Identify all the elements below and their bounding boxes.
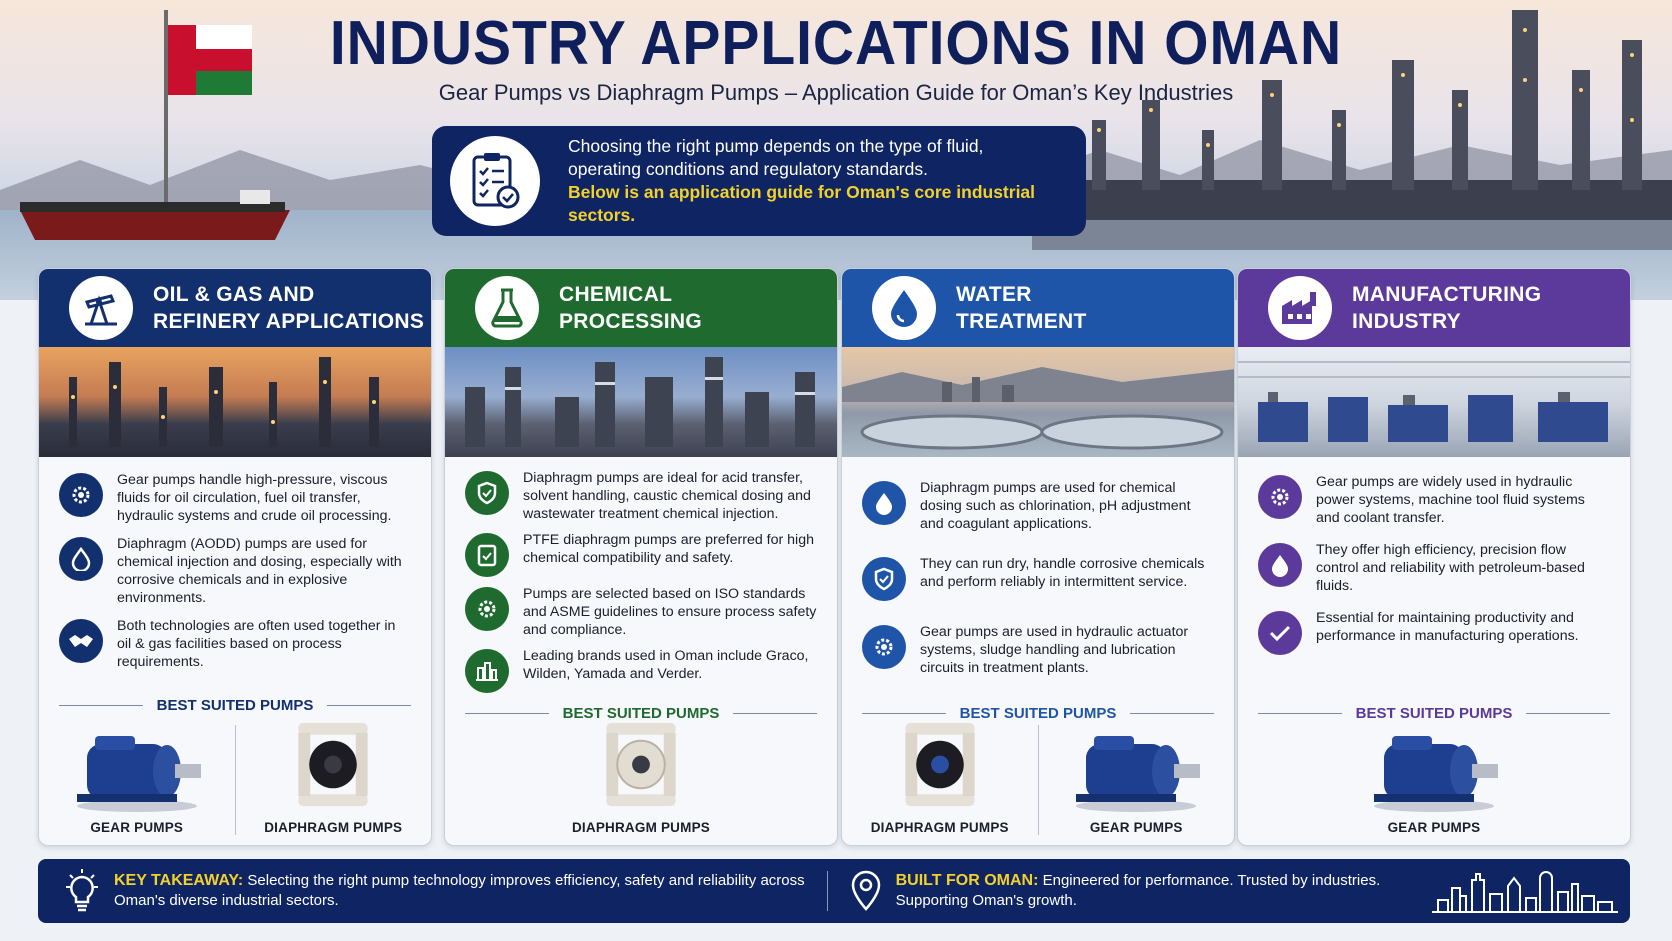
pump-images: GEAR PUMPS (1238, 715, 1630, 845)
gear-icon (1258, 475, 1302, 519)
factory-icon (1268, 276, 1332, 340)
card-title-line-1: MANUFACTURING (1352, 283, 1542, 306)
built-for-oman: BUILT FOR OMAN: Engineered for performan… (850, 870, 1381, 912)
key-takeaway: KEY TAKEAWAY: Selecting the right pump t… (62, 869, 805, 913)
lightbulb-icon (66, 869, 98, 912)
page-subtitle: Gear Pumps vs Diaphragm Pumps – Applicat… (438, 80, 1234, 105)
oman-flag (164, 10, 252, 210)
best-suited-divider: BEST SUITED PUMPS (1258, 705, 1610, 722)
skyline-icon (1432, 871, 1618, 913)
diaphragm-pump-image (606, 722, 676, 807)
chemical-plant-photo (445, 347, 837, 457)
drop-icon (59, 537, 103, 581)
card-header: MANUFACTURING INDUSTRY (1238, 269, 1630, 347)
diaphragm-pump-image (905, 722, 975, 807)
flask-icon (475, 276, 539, 340)
drop-icon (1258, 543, 1302, 587)
card-header: CHEMICAL PROCESSING (445, 269, 837, 347)
card-oil-gas: OIL & GAS AND REFINERY APPLICATIONS Gear… (38, 268, 432, 846)
list-item: Gear pumps handle high-pressure, viscous… (59, 471, 413, 525)
footer-banner: KEY TAKEAWAY: Selecting the right pump t… (38, 859, 1630, 923)
takeaway-label: KEY TAKEAWAY: (114, 872, 244, 889)
best-suited-divider: BEST SUITED PUMPS (862, 705, 1214, 722)
shield-icon (465, 471, 509, 515)
card-header: OIL & GAS AND REFINERY APPLICATIONS (39, 269, 431, 347)
card-header: WATER TREATMENT (842, 269, 1234, 347)
intro-line-2: operating conditions and regulatory stan… (568, 159, 928, 179)
intro-banner: Choosing the right pump depends on the t… (432, 126, 1086, 236)
list-item: Both technologies are often used togethe… (59, 617, 413, 671)
shield-check-icon (862, 557, 906, 601)
card-manufacturing: MANUFACTURING INDUSTRY Gear pumps are wi… (1237, 268, 1631, 846)
pump-images: DIAPHRAGM PUMPS GEAR PUMPS (842, 715, 1234, 845)
oil-pump-icon (69, 276, 133, 340)
list-item: Leading brands used in Oman include Grac… (465, 647, 819, 693)
gear-pump-image (1076, 736, 1201, 812)
card-chemical: CHEMICAL PROCESSING Diaphragm pumps are … (444, 268, 838, 846)
intro-line-1: Choosing the right pump depends on the t… (568, 136, 984, 156)
location-pin-icon (851, 870, 880, 911)
clipboard-check-icon (465, 533, 509, 577)
list-item: PTFE diaphragm pumps are preferred for h… (465, 531, 819, 577)
best-suited-divider: BEST SUITED PUMPS (465, 705, 817, 722)
list-item: They offer high efficiency, precision fl… (1258, 541, 1612, 595)
intro-highlight: Below is an application guide for Oman's… (568, 182, 1036, 225)
gear-pump: GEAR PUMPS (1039, 715, 1235, 845)
card-title-line-2: TREATMENT (956, 310, 1087, 333)
card-title-line-2: PROCESSING (559, 310, 703, 333)
card-title-line-2: INDUSTRY (1352, 310, 1461, 333)
list-item: Gear pumps are used in hydraulic actuato… (862, 623, 1216, 677)
gear-pump: GEAR PUMPS (39, 715, 235, 845)
refinery-illustration (1032, 10, 1672, 250)
building-icon (465, 649, 509, 693)
takeaway-text-2: Oman's diverse industrial sectors. (114, 892, 339, 909)
check-icon (1258, 611, 1302, 655)
list-item: Diaphragm pumps are used for chemical do… (862, 479, 1216, 533)
drop-icon (862, 481, 906, 525)
factory-floor-photo (1238, 347, 1630, 457)
list-item: Diaphragm pumps are ideal for acid trans… (465, 469, 819, 523)
diaphragm-pump: DIAPHRAGM PUMPS (842, 715, 1038, 845)
list-item: Pumps are selected based on ISO standard… (465, 585, 819, 639)
water-plant-photo (842, 347, 1234, 457)
built-label: BUILT FOR OMAN: (895, 872, 1039, 889)
list-item: Diaphragm (AODD) pumps are used for chem… (59, 535, 413, 607)
page-title: INDUSTRY APPLICATIONS IN OMAN (329, 9, 1343, 78)
list-item: Gear pumps are widely used in hydraulic … (1258, 473, 1612, 527)
pump-images: DIAPHRAGM PUMPS (445, 715, 837, 845)
card-title-line-1: CHEMICAL (559, 283, 673, 306)
best-suited-divider: BEST SUITED PUMPS (59, 697, 411, 714)
clipboard-checklist-icon (450, 136, 540, 226)
pump-images: GEAR PUMPS DIAPHRAGM PUMPS (39, 715, 431, 845)
water-drop-icon (872, 276, 936, 340)
gear-pump-image (76, 736, 201, 812)
gear-icon (862, 625, 906, 669)
intro-text: Choosing the right pump depends on the t… (568, 135, 1086, 227)
tanker-ship (20, 190, 290, 240)
list-item: They can run dry, handle corrosive chemi… (862, 555, 1216, 601)
built-text-1: Engineered for performance. Trusted by i… (1042, 872, 1381, 889)
card-title-line-1: OIL & GAS AND (153, 283, 315, 306)
list-item: Essential for maintaining productivity a… (1258, 609, 1612, 655)
card-title-line-2: REFINERY APPLICATIONS (153, 310, 425, 333)
gear-pump: GEAR PUMPS (1238, 715, 1630, 845)
diaphragm-pump: DIAPHRAGM PUMPS (445, 715, 837, 845)
gear-icon (465, 587, 509, 631)
gear-icon (59, 473, 103, 517)
refinery-photo (39, 347, 431, 457)
card-title-line-1: WATER (956, 283, 1032, 306)
built-text-2: Supporting Oman's growth. (895, 892, 1077, 909)
gear-pump-image (1374, 736, 1498, 812)
handshake-icon (59, 619, 103, 663)
diaphragm-pump-image (298, 722, 368, 807)
card-water: WATER TREATMENT Diaphragm pumps are used… (841, 268, 1235, 846)
diaphragm-pump: DIAPHRAGM PUMPS (236, 715, 432, 845)
takeaway-text-1: Selecting the right pump technology impr… (247, 872, 805, 889)
